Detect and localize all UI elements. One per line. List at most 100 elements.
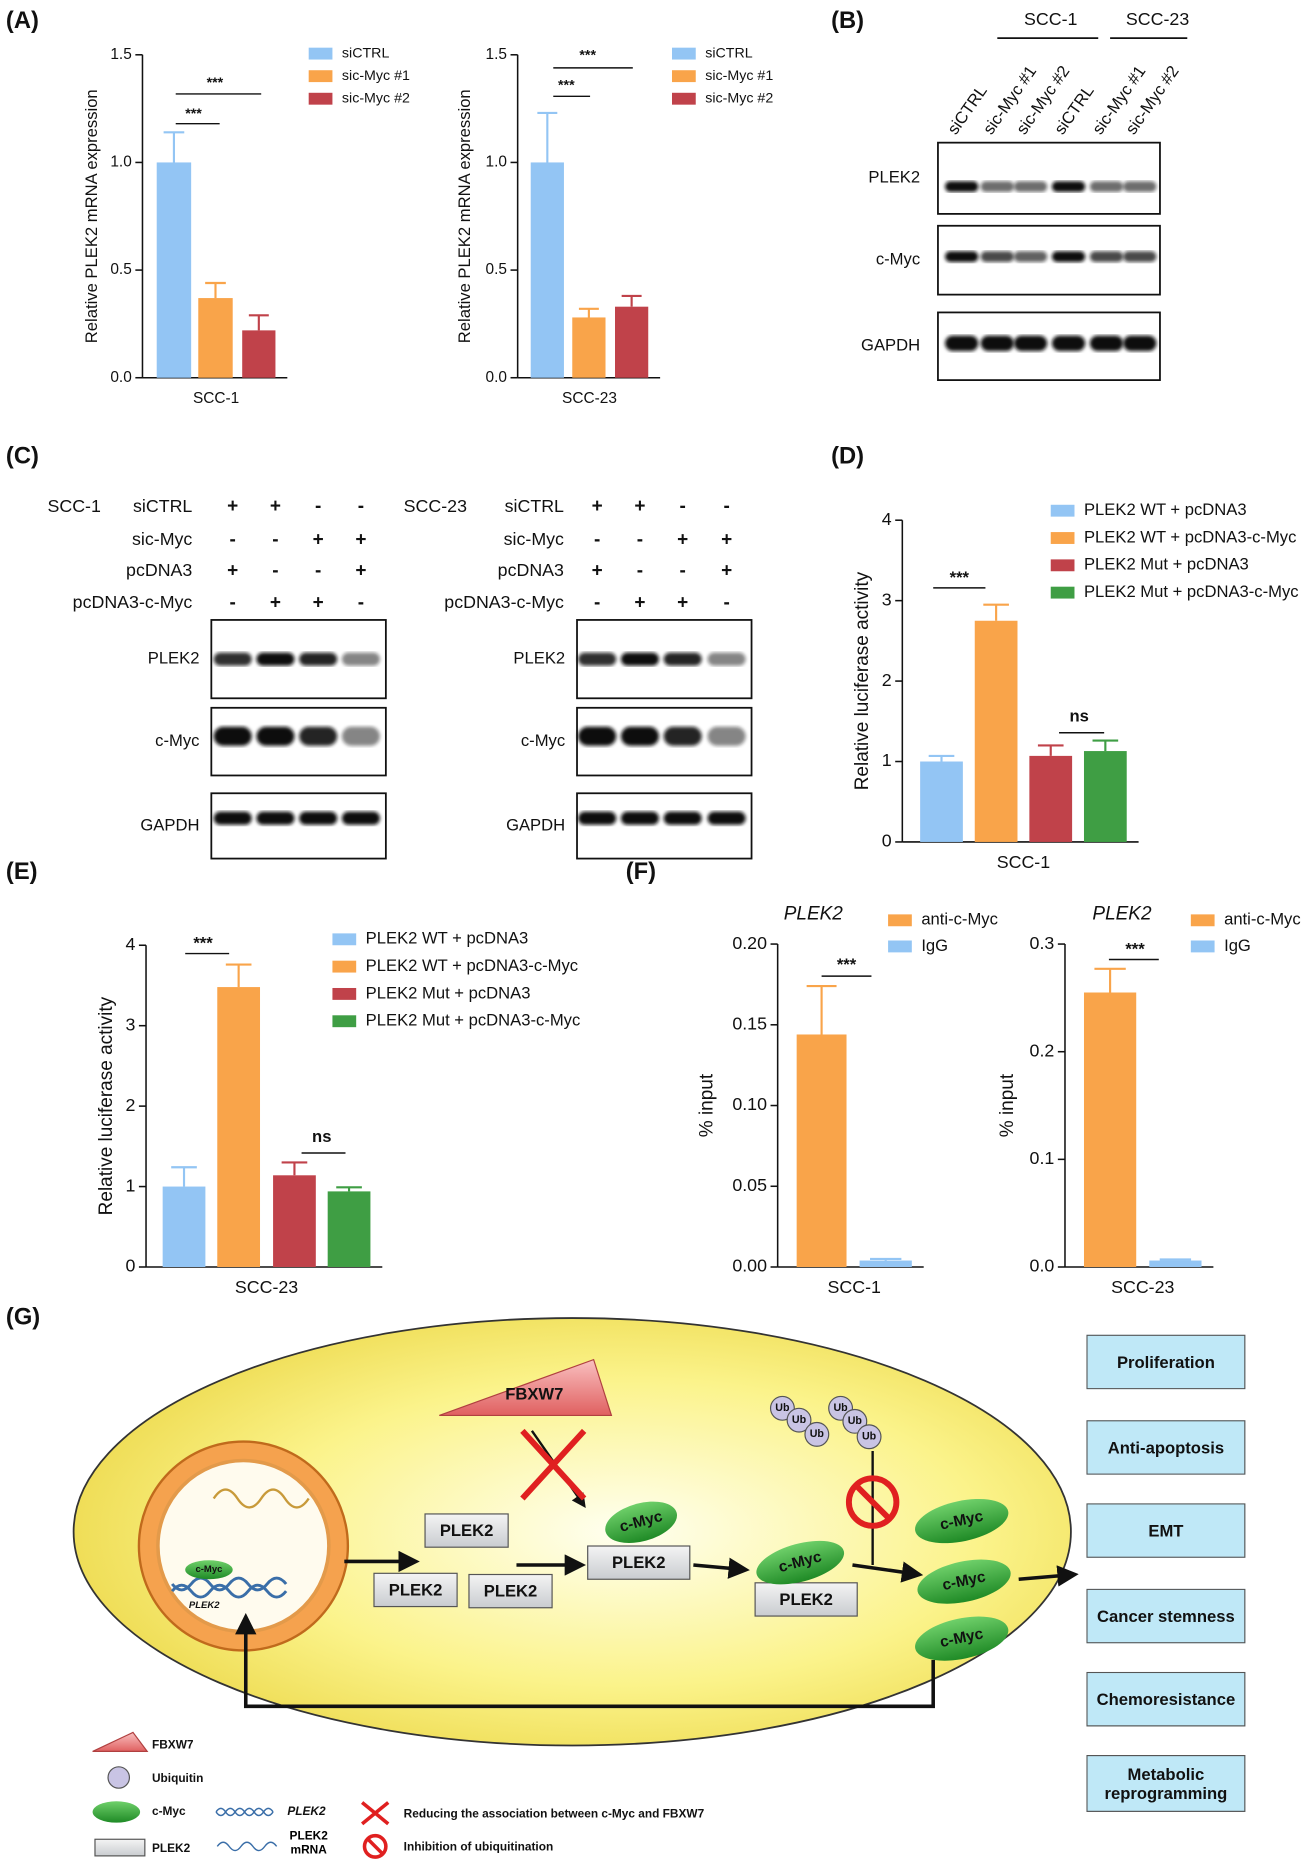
- label: Ub: [862, 1431, 877, 1443]
- row-label: GAPDH: [861, 336, 920, 355]
- blot-band: [213, 652, 252, 666]
- condition-sign: +: [592, 560, 603, 581]
- legend-label: PLEK2 WT + pcDNA3-c-Myc: [366, 956, 578, 975]
- legend-label: sic-Myc #1: [342, 68, 410, 84]
- bar: [162, 1186, 206, 1267]
- condition-sign: -: [637, 529, 643, 550]
- condition-sign: +: [270, 592, 281, 613]
- blot-band: [256, 652, 295, 666]
- blot-band: [341, 726, 380, 746]
- legend-label: FBXW7: [152, 1738, 194, 1752]
- y-tick-label: 0.15: [732, 1013, 767, 1033]
- arrows: [235, 1550, 1079, 1709]
- row-label: c-Myc: [155, 731, 199, 750]
- blot-band: [578, 811, 617, 825]
- blot-frame: [576, 792, 753, 860]
- legend-swatch: [1050, 532, 1075, 544]
- outcome-box: Proliferation: [1086, 1334, 1246, 1390]
- blot-band: [663, 652, 702, 666]
- condition-label: siCTRL: [505, 496, 564, 516]
- label: Ub: [810, 1428, 825, 1440]
- blot-band: [1123, 251, 1157, 262]
- legend-label: sic-Myc #1: [705, 68, 773, 84]
- blot-band: [256, 811, 295, 825]
- significance: ***: [1125, 939, 1145, 958]
- significance: ***: [193, 933, 213, 952]
- blot-band: [341, 811, 380, 825]
- y-tick-label: 0.2: [1030, 1040, 1055, 1060]
- plek2-boxes: [373, 1513, 858, 1617]
- legend-label: siCTRL: [705, 45, 753, 61]
- legend-label: sic-Myc #2: [705, 90, 773, 106]
- significance: ***: [837, 955, 857, 974]
- legend-swatch: [332, 1015, 357, 1028]
- legend-swatch: [888, 940, 912, 953]
- y-tick-label: 4: [125, 934, 135, 954]
- condition-label: siCTRL: [133, 496, 192, 516]
- error-bar: [1094, 967, 1126, 993]
- y-tick-label: 0.20: [732, 933, 767, 953]
- condition-sign: -: [230, 529, 236, 550]
- blot-band: [299, 652, 338, 666]
- condition-sign: -: [272, 560, 278, 581]
- condition-sign: -: [680, 496, 686, 517]
- condition-label: pcDNA3-c-Myc: [444, 592, 564, 612]
- y-tick-label: 0.5: [110, 261, 131, 278]
- y-tick-label: 0.0: [1030, 1256, 1055, 1276]
- condition-sign: +: [634, 496, 645, 517]
- error-bar: [1037, 744, 1064, 756]
- condition-label: pcDNA3: [126, 560, 192, 580]
- error-bar: [806, 984, 837, 1035]
- error-bar: [171, 1166, 197, 1187]
- y-tick-label: 0.00: [732, 1256, 767, 1276]
- row-label: GAPDH: [506, 815, 565, 834]
- bar: [327, 1191, 371, 1267]
- condition-sign: -: [272, 529, 278, 550]
- condition-sign: -: [315, 560, 321, 581]
- y-axis-label: Relative PLEK2 mRNA expression: [455, 89, 474, 343]
- significance: ***: [558, 77, 575, 93]
- bar: [796, 1034, 847, 1267]
- row-label: PLEK2: [148, 649, 200, 668]
- label: FBXW7: [505, 1385, 563, 1404]
- condition-sign: +: [592, 496, 603, 517]
- blot-band: [341, 652, 380, 666]
- bar: [156, 162, 192, 378]
- y-axis-label: Relative PLEK2 mRNA expression: [82, 89, 101, 343]
- ub-cluster: [769, 1395, 882, 1450]
- blot-band: [1123, 181, 1157, 192]
- condition-sign: +: [677, 529, 688, 550]
- label: PLEK2: [484, 1582, 538, 1601]
- row-label: PLEK2: [513, 649, 565, 668]
- significance: ***: [185, 106, 202, 122]
- condition-sign: -: [594, 592, 600, 613]
- error-bar: [983, 603, 1009, 621]
- label: PLEK2: [189, 1600, 220, 1611]
- bar: [217, 987, 261, 1267]
- condition-label: sic-Myc: [504, 529, 564, 549]
- condition-sign: +: [721, 560, 732, 581]
- bar: [1029, 755, 1073, 842]
- label: c-Myc: [196, 1564, 223, 1575]
- significance: ***: [207, 75, 224, 91]
- blot-band: [1089, 181, 1124, 192]
- y-axis-label: Relative luciferase activity: [96, 996, 117, 1215]
- outcome-box: Anti-apoptosis: [1086, 1420, 1246, 1475]
- diagram-legend: [92, 1731, 390, 1859]
- condition-sign: -: [358, 496, 364, 517]
- error-bar: [870, 1257, 902, 1261]
- bar: [615, 306, 649, 378]
- cell-line-label: SCC-23: [404, 496, 467, 516]
- condition-sign: +: [355, 529, 366, 550]
- blot-band: [1089, 251, 1124, 262]
- legend-swatch: [1190, 940, 1215, 953]
- legend-swatch: [888, 914, 912, 927]
- row-label: c-Myc: [876, 250, 920, 269]
- blot-band: [707, 726, 746, 746]
- bar: [920, 761, 963, 842]
- panel-label: (G): [6, 1304, 40, 1330]
- condition-label: pcDNA3-c-Myc: [73, 592, 193, 612]
- bar: [572, 317, 606, 378]
- panel-label: (B): [831, 8, 864, 34]
- y-tick-label: 1.5: [486, 46, 507, 63]
